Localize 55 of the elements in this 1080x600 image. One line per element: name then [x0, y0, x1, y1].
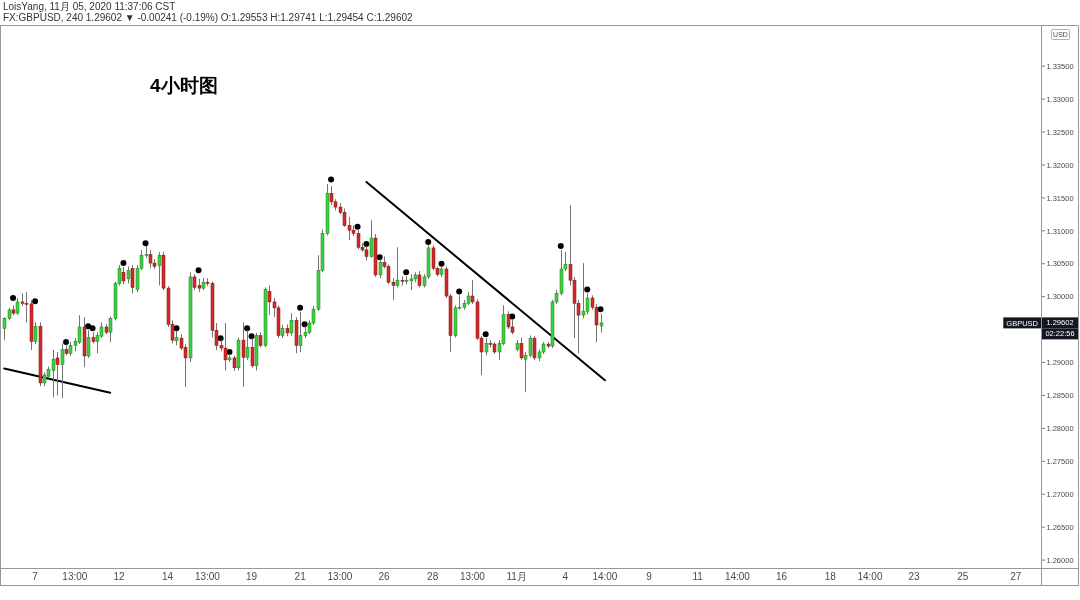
candlestick: [55, 351, 60, 396]
x-tick-label: 14: [162, 571, 174, 582]
x-tick-label: 27: [1010, 571, 1022, 582]
point: [120, 260, 127, 267]
point: [363, 240, 370, 247]
text: FX:GBPUSD, 240 1.29602 ▼ -0.00241 (-0.19%) O:1.29553 H:1.29741 L:1.29454 C:1.29602: [3, 12, 414, 23]
x-tick-label: 25: [957, 571, 969, 582]
point: [456, 288, 463, 295]
point: [195, 267, 202, 274]
point: [584, 286, 591, 293]
x-tick-label: 23: [908, 571, 921, 582]
point: [425, 239, 432, 246]
point: [244, 325, 251, 332]
point: [438, 260, 445, 267]
point: [10, 294, 17, 301]
x-tick-label: 12: [113, 571, 126, 582]
x-tick-label: 14:00: [592, 571, 618, 582]
point: [142, 240, 149, 247]
x-tick-label: 13:00: [327, 571, 353, 582]
x-tick-label: 28: [427, 571, 439, 582]
point: [89, 325, 96, 332]
point: [354, 223, 361, 230]
x-tick-label: 14:00: [857, 571, 883, 582]
candlestick: [599, 313, 604, 334]
point: [297, 304, 304, 311]
x-tick-label: 11: [692, 571, 704, 582]
x-tick-label: 19: [246, 571, 258, 582]
x-tick-label: 7: [32, 571, 39, 582]
x-tick-label: 13:00: [194, 571, 221, 582]
point: [403, 269, 410, 276]
x-tick-label: 14:00: [724, 571, 751, 582]
point: [482, 331, 489, 338]
text: LoisYang, 11月 05, 2020 11:37:06 CST: [3, 1, 176, 12]
point: [63, 339, 70, 346]
candlestick: [581, 262, 586, 319]
candlestick: [86, 329, 91, 359]
text: 4小时图: [150, 75, 218, 96]
candlestick: [241, 321, 246, 388]
candlestick: [369, 219, 374, 259]
candlestick: [157, 251, 162, 286]
point: [328, 176, 335, 183]
x-tick-label: 21: [294, 571, 307, 582]
candlestick: [532, 335, 537, 361]
x-tick-label: 16: [776, 571, 788, 582]
x-tick-label: 18: [824, 571, 837, 582]
x-tick-label: 13:00: [62, 571, 88, 582]
candlestick: [33, 321, 38, 345]
point: [557, 242, 564, 249]
x-tick-label: 26: [378, 571, 391, 582]
x-tick-label: 4: [562, 571, 569, 582]
candlestick: [329, 185, 334, 206]
x-tick-label: 13:00: [459, 571, 486, 582]
x-tick-label: 9: [646, 571, 653, 582]
point: [32, 298, 39, 305]
x-tick-label: 11月: [506, 571, 527, 582]
